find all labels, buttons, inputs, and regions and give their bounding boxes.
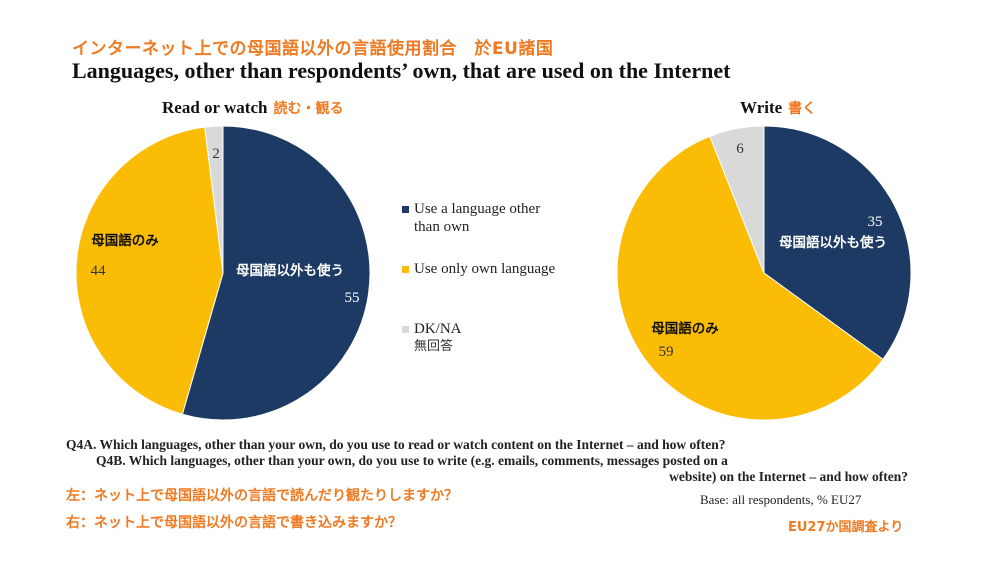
read-slice-0: [181, 125, 371, 421]
read-slice-1-label-jp: 母国語のみ: [91, 232, 159, 249]
read-slice-0-label-jp: 母国語以外も使う: [236, 262, 344, 279]
write-slice-0: [763, 125, 912, 361]
legend-swatch-other-language: [402, 206, 409, 213]
legend-label-dkna: DK/NA: [414, 321, 462, 337]
source-note: EU27か国調査より: [788, 520, 904, 535]
right-pie-title: Write 書く: [740, 98, 816, 118]
read-slice-1: [75, 126, 224, 415]
legend-label-dkna-jp: 無回答: [414, 339, 454, 354]
write-slice-2: [709, 125, 765, 274]
left-pie-title-jp: 読む・観る: [273, 101, 344, 117]
question-q4b-line2: website) on the Internet – and how often…: [669, 469, 908, 484]
footnote-left: 左：ネット上で母国語以外の言語で読んだり観たりしますか？: [66, 488, 458, 504]
legend-label-other-language-2: than own: [414, 219, 470, 235]
left-pie-title: Read or watch 読む・観る: [162, 98, 343, 118]
right-pie-title-jp: 書く: [788, 101, 817, 117]
read-slice-2: [204, 125, 224, 274]
write-slice-0-label-jp: 母国語以外も使う: [779, 234, 887, 251]
legend-label-own-language: Use only own language: [414, 261, 556, 277]
legend-swatch-dkna: [402, 326, 409, 333]
write-slice-1: [616, 135, 884, 421]
question-text: Q4A. Which languages, other than your ow…: [66, 437, 914, 485]
base-note: Base: all respondents, % EU27: [700, 492, 862, 507]
question-q4b-line1: Q4B. Which languages, other than your ow…: [96, 453, 728, 468]
chart-title-en: Languages, other than respondents’ own, …: [72, 58, 731, 83]
question-q4a: Q4A. Which languages, other than your ow…: [66, 437, 726, 452]
left-pie-title-en: Read or watch: [162, 98, 268, 117]
write-slice-2-value-label: 6: [736, 141, 744, 157]
chart-title-jp: インターネット上での母国語以外の言語使用割合 於EU諸国: [72, 39, 554, 59]
legend-label-other-language-1: Use a language other: [414, 201, 541, 217]
write-slice-0-value-label: 35: [868, 214, 883, 230]
read-slice-1-value-label: 44: [91, 263, 107, 279]
write-slice-1-value-label: 59: [659, 344, 674, 360]
read-slice-2-value-label: 2: [212, 146, 220, 162]
read-slice-0-value-label: 55: [345, 290, 360, 306]
right-pie-title-en: Write: [740, 98, 783, 117]
write-slice-1-label-jp: 母国語のみ: [651, 320, 719, 337]
footnote-right: 右：ネット上で母国語以外の言語で書き込みますか？: [66, 515, 402, 531]
legend-swatch-own-language: [402, 266, 409, 273]
